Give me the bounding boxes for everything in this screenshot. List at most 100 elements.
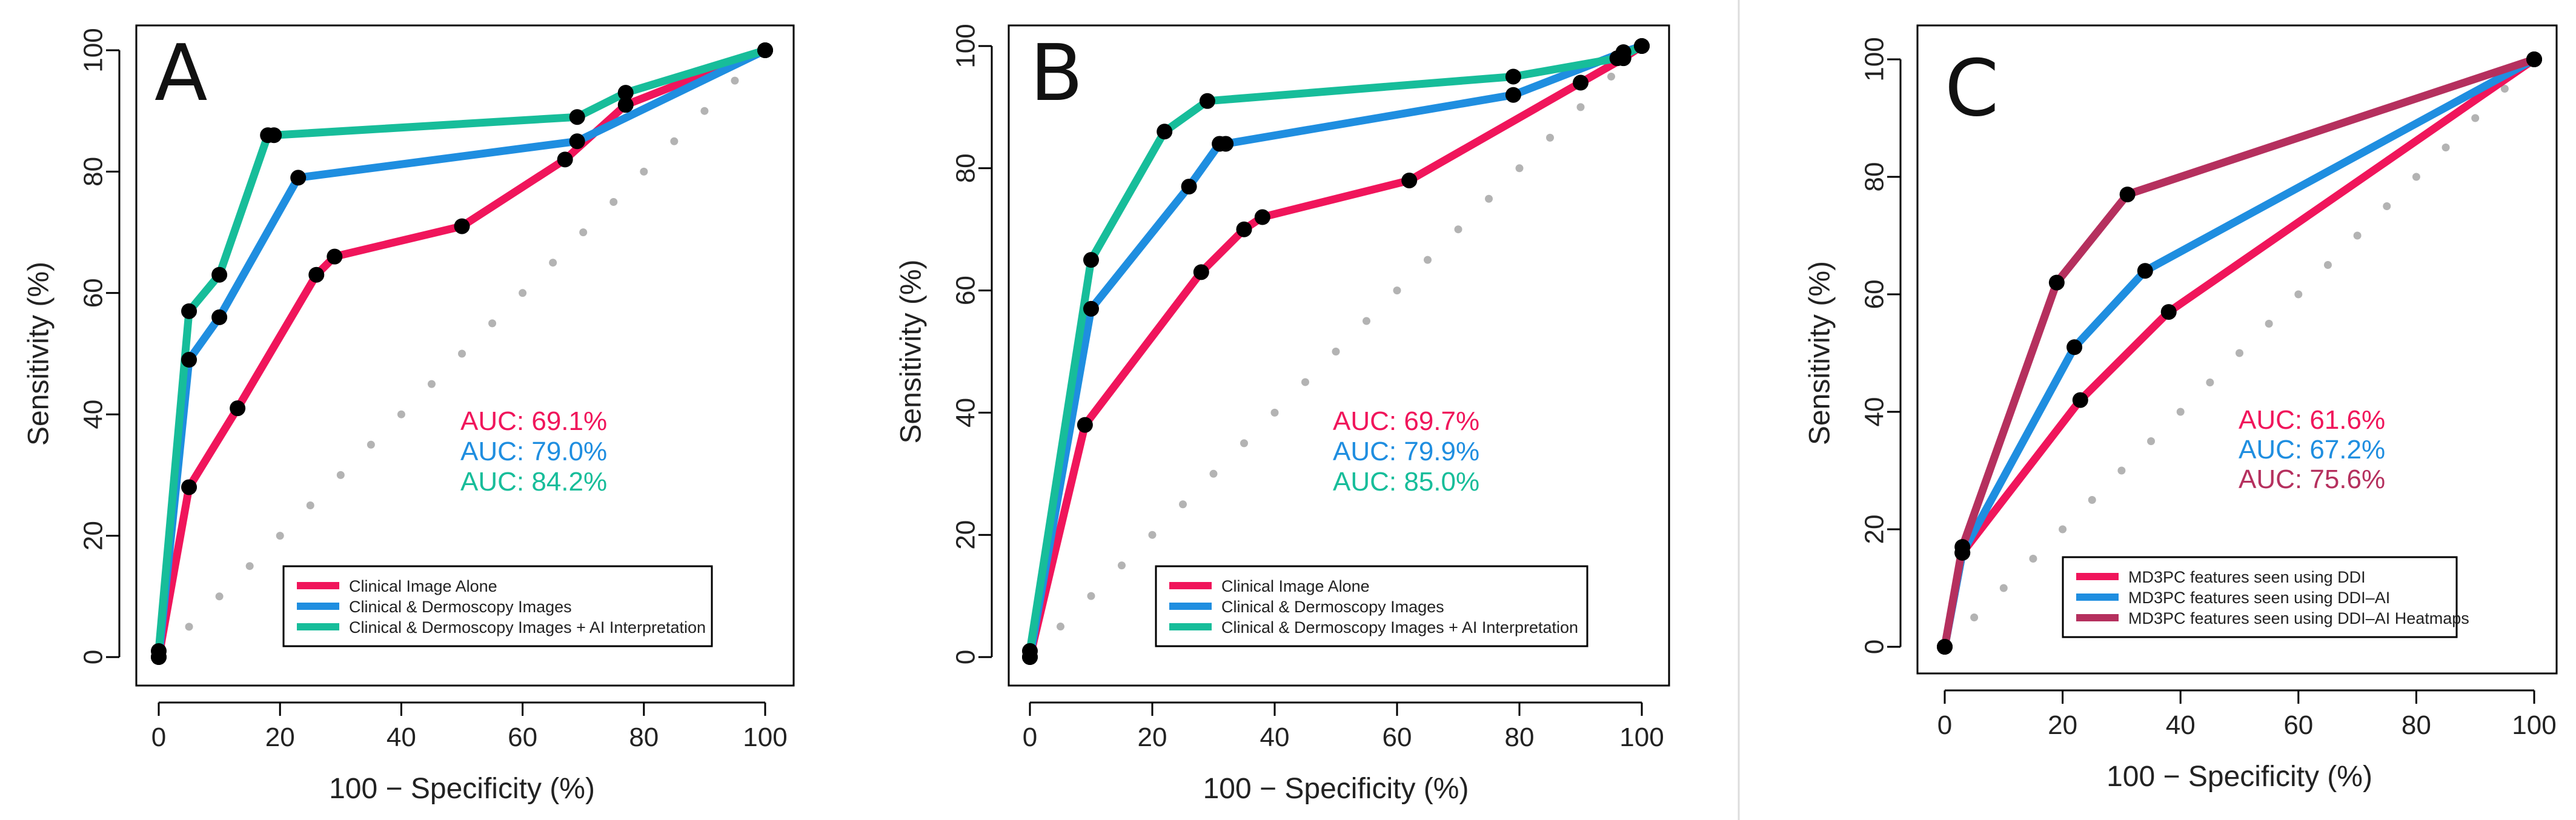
roc-point-a-series-3 [266,127,282,144]
roc-point-a-series-3 [181,303,198,319]
x-axis-label-c: 100 − Specificity (%) [2106,761,2372,793]
roc-point-b-series-3 [1022,643,1038,659]
legend-label-b-3: Clinical & Dermoscopy Images + AI Interp… [1221,618,1578,636]
auc-label-a-series-1: AUC: 69.1% [460,406,607,436]
y-tick-label-b-60: 60 [951,276,981,305]
x-axis-label-a: 100 − Specificity (%) [329,773,595,805]
diagonal-dot [2265,320,2273,328]
roc-point-a-series-2 [181,352,198,368]
x-tick-label-a-40: 40 [387,722,416,752]
roc-point-c-series-2 [2066,339,2083,355]
y-tick-label-c-80: 80 [1860,162,1890,192]
legend-label-b-2: Clinical & Dermoscopy Images [1221,598,1444,616]
auc-label-b-series-3: AUC: 85.0% [1333,467,1479,497]
diagonal-dot [2323,261,2332,269]
diagonal-dot [427,380,436,388]
diagonal-dot [1454,225,1462,234]
roc-point-a-series-3 [151,643,167,659]
diagonal-dot [367,440,375,449]
diagonal-dot [1270,408,1279,417]
roc-point-b-series-3 [1634,38,1650,54]
x-tick-label-a-20: 20 [265,722,295,752]
diagonal-dot [1576,103,1585,111]
y-tick-label-a-100: 100 [79,28,108,72]
legend-label-a-1: Clinical Image Alone [349,577,497,595]
x-tick-label-c-20: 20 [2048,710,2077,740]
diagonal-dot [731,76,739,85]
roc-point-c-series-1 [2072,392,2088,408]
roc-point-b-series-3 [1157,124,1173,140]
panel-a: 0 20 40 60 80 100 100 − Specificity (%) 0 20 40 60… [23,24,795,805]
roc-point-a-series-3 [617,85,634,101]
diagonal-dot [2059,525,2067,534]
roc-point-c-series-3 [1937,639,1953,655]
roc-point-a-series-1 [454,218,470,234]
diagonal-dot [1607,72,1615,81]
roc-point-b-series-1 [1193,264,1209,280]
diagonal-dot [700,107,709,115]
y-tick-label-c-0: 0 [1860,640,1890,654]
x-tick-label-a-80: 80 [629,722,659,752]
diagonal-dot [2353,231,2362,240]
panel-letter-b: B [1030,28,1083,119]
diagonal-dot [276,532,284,540]
roc-point-a-series-2 [569,133,585,150]
roc-point-b-series-1 [1401,172,1418,188]
plot-frame-b [1007,24,1670,687]
x-tick-label-b-80: 80 [1505,722,1535,752]
roc-point-a-series-1 [181,479,198,495]
diagonal-dot [1332,348,1340,355]
roc-point-c-series-3 [2119,187,2136,203]
y-axis-label-b: Sensitivity (%) [895,259,928,443]
diagonal-dot [397,410,405,418]
diagonal-dot [2088,496,2096,504]
roc-point-a-series-1 [230,400,246,417]
plot-frame-a [135,24,795,687]
diagonal-dot [2176,408,2185,416]
legend-c: MD3PC features seen using DDI MD3PC featu… [2062,556,2469,638]
diagonal-dot [215,592,224,601]
diagonal-dot [1515,164,1524,173]
roc-point-a-series-1 [557,151,573,168]
diagonal-dot [1240,439,1248,448]
x-tick-label-a-100: 100 [743,722,787,752]
diagonal-dot [488,319,497,328]
x-tick-label-b-60: 60 [1383,722,1412,752]
y-tick-label-b-80: 80 [951,153,981,183]
panel-letter-c: C [1945,44,1999,134]
y-tick-label-c-100: 100 [1860,37,1890,81]
y-tick-label-b-0: 0 [951,650,981,664]
diagonal-dot [306,501,314,509]
roc-point-b-series-1 [1254,209,1270,225]
auc-label-c-series-1: AUC: 61.6% [2239,405,2385,435]
x-tick-label-c-40: 40 [2166,710,2196,740]
x-tick-label-b-0: 0 [1023,722,1037,752]
diagonal-dot [640,167,648,176]
diagonal-dot [2383,202,2391,210]
diagonal-dot [1363,317,1370,325]
x-tick-label-c-100: 100 [2512,710,2556,740]
auc-label-c-series-3: AUC: 75.6% [2239,465,2385,494]
x-tick-label-c-0: 0 [1937,710,1952,740]
legend-label-b-1: Clinical Image Alone [1221,577,1370,595]
diagonal-dot [2442,144,2450,151]
diagonal-dot [2147,437,2156,445]
legend-label-c-1: MD3PC features seen using DDI [2128,568,2366,586]
roc-point-a-series-1 [327,248,343,265]
diagonal-dot [1485,194,1493,203]
diagonal-dot [2029,555,2037,563]
roc-point-a-series-3 [569,109,585,125]
roc-point-a-series-2 [211,309,228,325]
diagonal-dot [609,198,618,206]
roc-point-b-series-1 [1573,74,1588,91]
diagonal-dot [549,259,557,267]
roc-point-a-series-3 [211,266,228,283]
roc-point-a-series-3 [757,42,773,58]
y-tick-label-a-40: 40 [79,400,108,429]
y-tick-label-a-20: 20 [79,521,108,551]
roc-point-b-series-1 [1077,417,1093,433]
diagonal-dot [2117,466,2126,475]
auc-label-a-series-2: AUC: 79.0% [460,437,607,466]
diagonal-dot [670,137,679,145]
roc-point-c-series-1 [2160,304,2177,320]
